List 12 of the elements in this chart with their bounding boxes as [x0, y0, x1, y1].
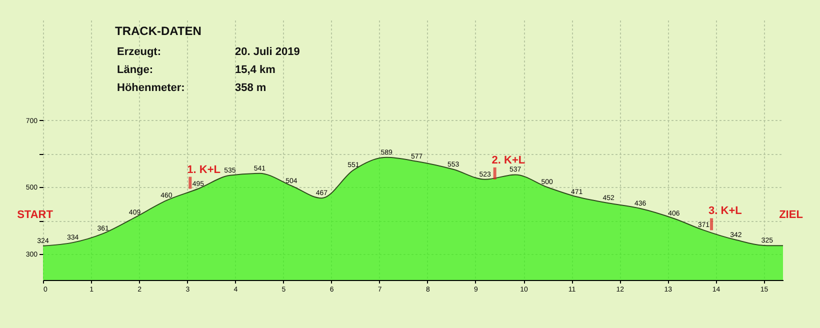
annotation: ZIEL — [779, 209, 804, 221]
annotation: Länge: — [117, 64, 154, 76]
chart-title: TRACK-DATEN — [115, 24, 202, 38]
annotation: 15,4 km — [235, 64, 276, 76]
annotation: START — [17, 209, 54, 221]
annotation: 1. K+L — [187, 164, 221, 176]
annotation: 358 m — [235, 82, 266, 94]
annotation: 2. K+L — [492, 154, 526, 166]
annotation: Höhenmeter: — [117, 82, 185, 94]
annotation: Erzeugt: — [117, 46, 161, 58]
annotation: 20. Juli 2019 — [235, 46, 300, 58]
annotation: 3. K+L — [708, 205, 742, 218]
